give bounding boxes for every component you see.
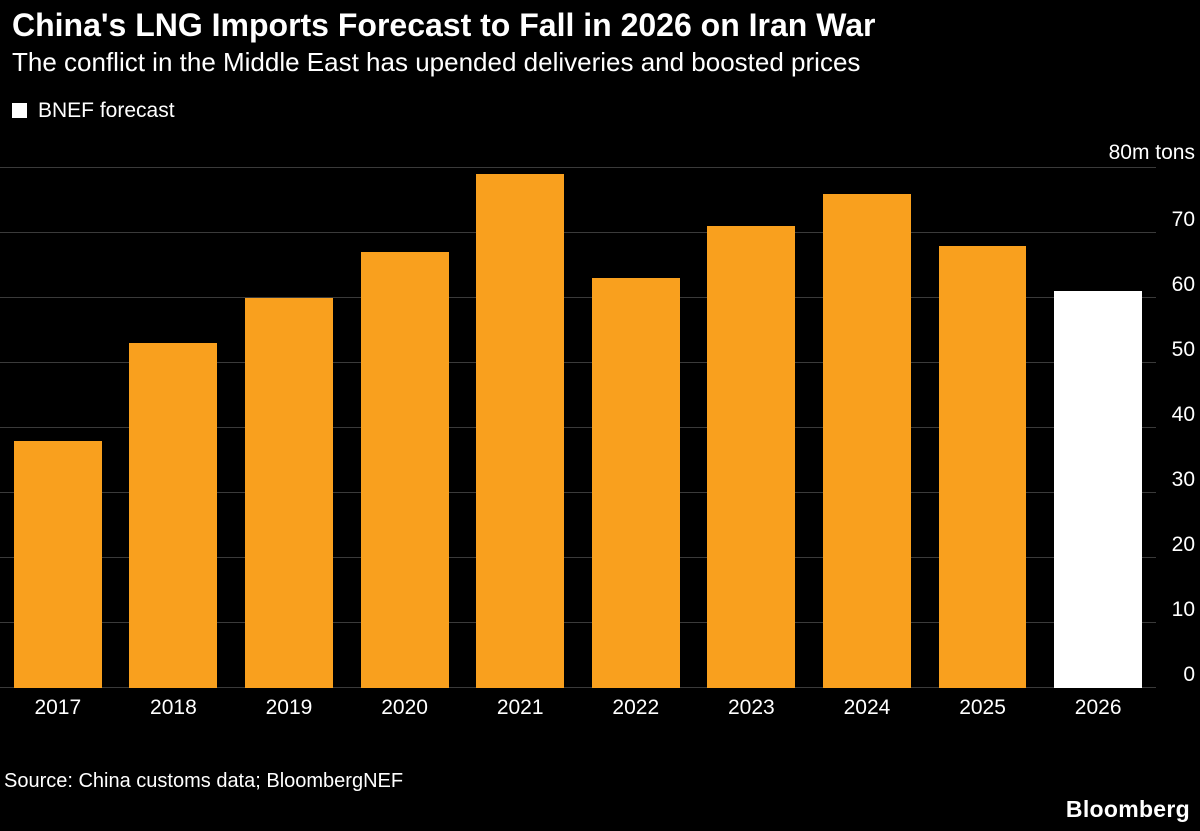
bar-2021	[476, 174, 565, 688]
x-tick-2023: 2023	[728, 695, 775, 719]
bar-2025	[938, 245, 1027, 688]
bar-2024	[823, 193, 911, 688]
bar-2026-forecast	[1054, 291, 1143, 688]
x-tick-2025: 2025	[959, 695, 1006, 719]
bar-slot-2025	[925, 168, 1041, 688]
bar-2018	[129, 343, 218, 688]
bar-slot-2026	[1040, 168, 1156, 688]
bar-slot-2022	[578, 168, 694, 688]
legend-swatch-icon	[12, 103, 27, 119]
y-axis: 0 10 20 30 40 50 60 70	[1156, 168, 1200, 688]
bar-slot-2017	[0, 168, 116, 688]
x-tick-2022: 2022	[612, 695, 660, 719]
legend-label: BNEF forecast	[38, 98, 175, 122]
y-tick-60: 60	[1171, 272, 1195, 296]
source-note: Source: China customs data; BloombergNEF	[4, 769, 404, 792]
bar-slot-2023	[694, 168, 810, 688]
y-tick-70: 70	[1171, 207, 1195, 231]
x-axis: 2017 2018 2019 2020 2021 2022 2023 2024 2025 2026	[0, 688, 1156, 720]
bars	[0, 168, 1156, 688]
x-tick-2018: 2018	[150, 695, 197, 719]
chart-subtitle: The conflict in the Middle East has upen…	[12, 47, 861, 78]
chart-title: China's LNG Imports Forecast to Fall in …	[12, 7, 876, 43]
gridline-0	[0, 686, 1156, 688]
bar-slot-2018	[116, 168, 232, 688]
bar-2020	[360, 252, 449, 688]
y-axis-unit-label: 80m tons	[1108, 140, 1195, 164]
plot-area	[0, 166, 1156, 688]
x-tick-2024: 2024	[843, 695, 891, 719]
x-tick-2020: 2020	[381, 695, 428, 719]
gridline-10	[0, 621, 1156, 623]
gridline-30	[0, 491, 1156, 493]
bar-2017	[13, 440, 102, 688]
gridline-60	[0, 296, 1156, 298]
bar-chart: 0 10 20 30 40 50 60 70	[0, 166, 1200, 688]
bar-slot-2021	[462, 168, 578, 688]
y-tick-0: 0	[1183, 662, 1195, 686]
y-tick-40: 40	[1171, 402, 1195, 426]
y-tick-30: 30	[1171, 467, 1195, 491]
gridline-80	[0, 166, 1156, 168]
x-tick-2026: 2026	[1074, 695, 1122, 719]
x-tick-2017: 2017	[34, 695, 82, 719]
bar-2019	[245, 297, 333, 688]
legend: BNEF forecast	[12, 99, 1188, 123]
y-tick-20: 20	[1171, 532, 1195, 556]
gridline-20	[0, 556, 1156, 558]
bloomberg-logo: Bloomberg	[1065, 796, 1190, 822]
bar-slot-2020	[347, 168, 463, 688]
x-tick-2021: 2021	[496, 695, 544, 719]
gridline-40	[0, 426, 1156, 428]
gridline-50	[0, 361, 1156, 363]
gridline-70	[0, 231, 1156, 233]
bar-slot-2024	[809, 168, 925, 688]
bar-2023	[707, 226, 796, 688]
y-tick-10: 10	[1171, 597, 1195, 621]
bar-slot-2019	[231, 168, 347, 688]
bar-2022	[591, 278, 680, 688]
x-tick-2019: 2019	[265, 695, 313, 719]
y-tick-50: 50	[1171, 337, 1195, 361]
